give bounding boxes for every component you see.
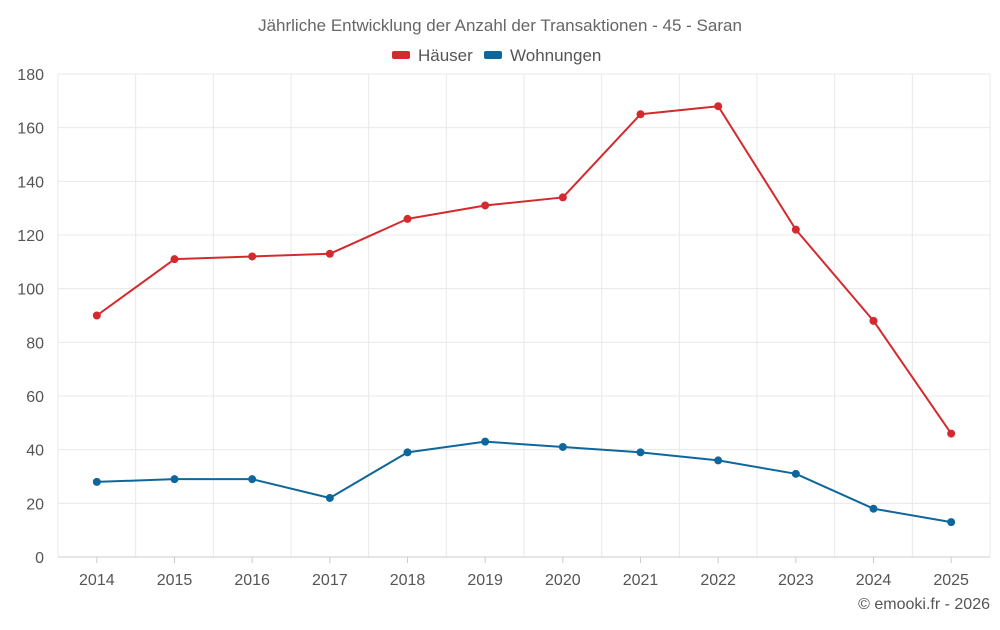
data-point-wohnungen[interactable] <box>869 504 878 513</box>
y-tick-label: 40 <box>26 443 44 460</box>
y-tick-label: 160 <box>17 121 44 138</box>
data-point-wohnungen[interactable] <box>714 456 723 465</box>
data-point-wohnungen[interactable] <box>248 475 257 484</box>
x-tick-label: 2016 <box>234 572 270 589</box>
data-point-haeuser[interactable] <box>92 311 101 320</box>
x-tick-label: 2024 <box>856 572 892 589</box>
x-tick-label: 2025 <box>933 572 969 589</box>
y-tick-label: 0 <box>35 550 44 567</box>
data-point-haeuser[interactable] <box>325 249 334 258</box>
data-point-wohnungen[interactable] <box>325 493 334 502</box>
legend-swatch-wohnungen <box>484 51 502 59</box>
data-point-wohnungen[interactable] <box>947 518 956 527</box>
legend-swatch-haeuser <box>392 51 410 59</box>
credit-text: © emooki.fr - 2026 <box>858 596 990 613</box>
y-tick-label: 80 <box>26 335 44 352</box>
legend-item-wohnungen[interactable]: Wohnungen <box>484 46 601 65</box>
data-point-haeuser[interactable] <box>714 102 723 111</box>
legend: Häuser Wohnungen <box>392 46 601 65</box>
legend-item-haeuser[interactable]: Häuser <box>392 46 473 65</box>
x-tick-label: 2021 <box>623 572 659 589</box>
data-point-haeuser[interactable] <box>869 316 878 325</box>
data-point-wohnungen[interactable] <box>92 477 101 486</box>
x-tick-label: 2018 <box>390 572 426 589</box>
y-tick-label: 20 <box>26 496 44 513</box>
data-point-haeuser[interactable] <box>947 429 956 438</box>
x-tick-label: 2022 <box>700 572 736 589</box>
data-point-haeuser[interactable] <box>481 201 490 210</box>
series-line-haeuser <box>95 105 953 435</box>
x-tick-label: 2014 <box>79 572 115 589</box>
data-point-wohnungen[interactable] <box>403 448 412 457</box>
data-point-wohnungen[interactable] <box>558 442 567 451</box>
data-point-wohnungen[interactable] <box>481 437 490 446</box>
chart-title: Jährliche Entwicklung der Anzahl der Tra… <box>258 16 742 35</box>
y-tick-label: 180 <box>17 67 44 84</box>
legend-label-haeuser: Häuser <box>418 46 473 65</box>
data-point-wohnungen[interactable] <box>791 469 800 478</box>
series <box>92 102 956 527</box>
x-tick-label: 2019 <box>467 572 503 589</box>
y-tick-label: 100 <box>17 282 44 299</box>
legend-label-wohnungen: Wohnungen <box>510 46 601 65</box>
x-tick-label: 2023 <box>778 572 814 589</box>
series-line-wohnungen <box>95 440 953 524</box>
x-tick-label: 2020 <box>545 572 581 589</box>
y-tick-label: 120 <box>17 228 44 245</box>
data-point-haeuser[interactable] <box>791 225 800 234</box>
x-tick-label: 2017 <box>312 572 348 589</box>
data-point-haeuser[interactable] <box>403 214 412 223</box>
data-point-haeuser[interactable] <box>170 255 179 264</box>
grid <box>57 73 991 557</box>
y-tick-label: 140 <box>17 174 44 191</box>
axes: 0 20 40 60 80 100 120 140 160 180 2014 2015 2016 2017… <box>17 67 990 589</box>
x-tick-label: 2015 <box>157 572 193 589</box>
data-point-wohnungen[interactable] <box>170 475 179 484</box>
data-point-haeuser[interactable] <box>636 110 645 119</box>
data-point-haeuser[interactable] <box>248 252 257 261</box>
data-point-wohnungen[interactable] <box>636 448 645 457</box>
data-point-haeuser[interactable] <box>558 193 567 202</box>
y-tick-label: 60 <box>26 389 44 406</box>
